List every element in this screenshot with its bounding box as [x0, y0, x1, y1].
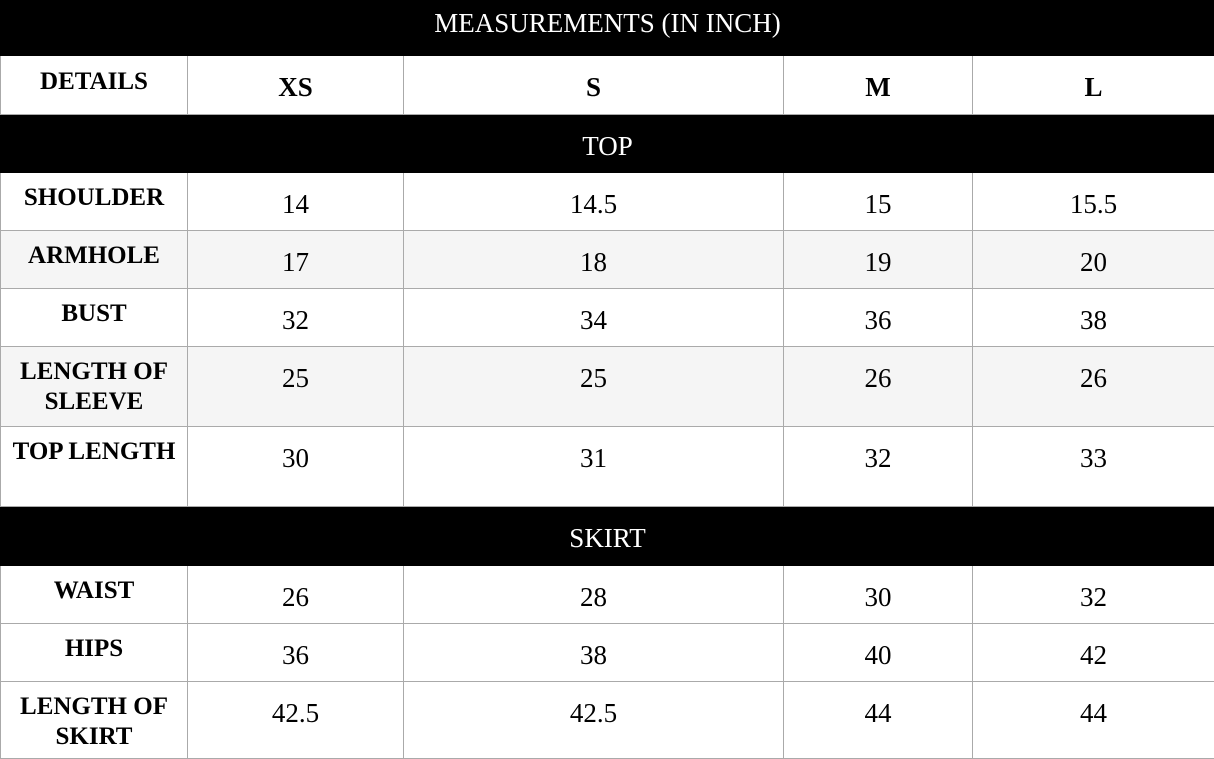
row-label: SHOULDER [1, 173, 188, 231]
measurement-cell: 20 [973, 231, 1214, 289]
measurement-cell: 30 [188, 427, 404, 507]
row-label: LENGTH OF SLEEVE [1, 347, 188, 427]
measurement-cell: 17 [188, 231, 404, 289]
section-header-row: TOP [1, 115, 1214, 173]
measurement-cell: 32 [188, 289, 404, 347]
measurement-cell: 42.5 [404, 682, 784, 759]
measurement-cell: 42.5 [188, 682, 404, 759]
row-label: ARMHOLE [1, 231, 188, 289]
measurement-cell: 34 [404, 289, 784, 347]
measurement-cell: 42 [973, 624, 1214, 682]
measurement-cell: 30 [784, 566, 973, 624]
size-header-s: S [404, 56, 784, 115]
measurement-cell: 31 [404, 427, 784, 507]
table-title: MEASUREMENTS (IN INCH) [1, 1, 1214, 56]
measurement-cell: 36 [188, 624, 404, 682]
measurement-cell: 26 [784, 347, 973, 427]
measurement-cell: 14 [188, 173, 404, 231]
measurement-cell: 40 [784, 624, 973, 682]
section-title: TOP [1, 115, 1214, 173]
row-label: LENGTH OF SKIRT [1, 682, 188, 759]
measurement-cell: 32 [784, 427, 973, 507]
measurement-cell: 44 [784, 682, 973, 759]
measurement-cell: 14.5 [404, 173, 784, 231]
row-label: HIPS [1, 624, 188, 682]
measurement-cell: 36 [784, 289, 973, 347]
measurement-cell: 26 [973, 347, 1214, 427]
details-header: DETAILS [1, 56, 188, 115]
section-header-row: SKIRT [1, 507, 1214, 566]
measurement-cell: 15.5 [973, 173, 1214, 231]
size-header-xs: XS [188, 56, 404, 115]
measurement-cell: 38 [973, 289, 1214, 347]
measurement-cell: 25 [188, 347, 404, 427]
measurement-cell: 32 [973, 566, 1214, 624]
section-title: SKIRT [1, 507, 1214, 566]
measurement-cell: 33 [973, 427, 1214, 507]
table-title-row: MEASUREMENTS (IN INCH) [1, 1, 1214, 56]
measurement-cell: 44 [973, 682, 1214, 759]
measurement-cell: 19 [784, 231, 973, 289]
measurement-cell: 26 [188, 566, 404, 624]
row-label: BUST [1, 289, 188, 347]
measurement-cell: 18 [404, 231, 784, 289]
measurement-cell: 28 [404, 566, 784, 624]
measurement-cell: 25 [404, 347, 784, 427]
row-label: WAIST [1, 566, 188, 624]
header-row: DETAILS XS S M L [1, 56, 1214, 115]
measurement-cell: 15 [784, 173, 973, 231]
size-header-l: L [973, 56, 1214, 115]
size-header-m: M [784, 56, 973, 115]
row-label: TOP LENGTH [1, 427, 188, 507]
measurement-cell: 38 [404, 624, 784, 682]
